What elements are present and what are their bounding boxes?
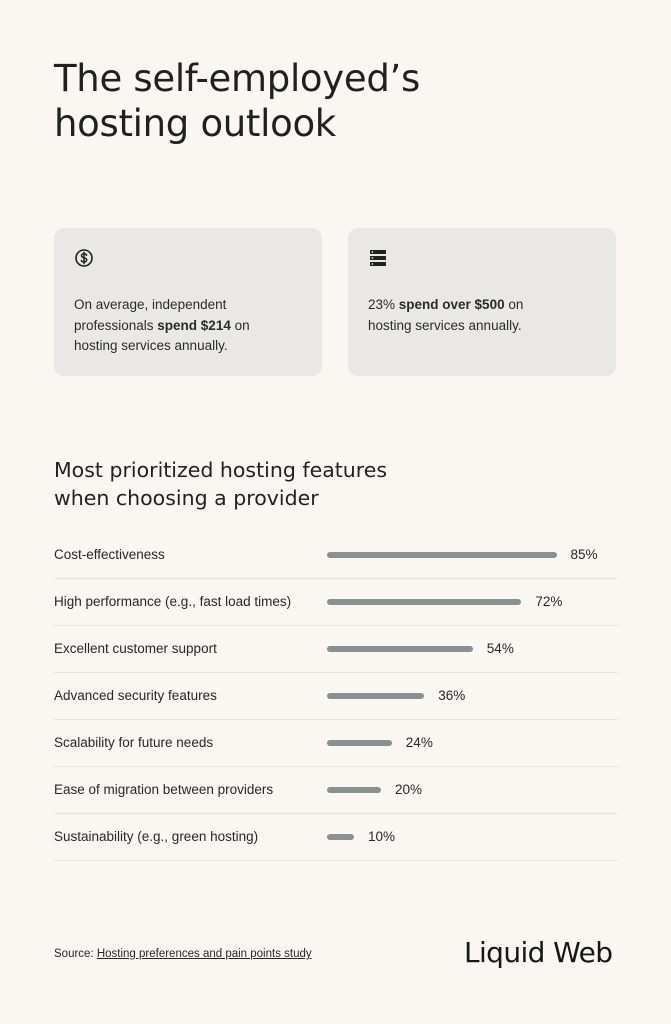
stat-text-before: 23% bbox=[368, 297, 399, 312]
source-note: Source: Hosting preferences and pain poi… bbox=[54, 948, 312, 960]
page-title-line-2: hosting outlook bbox=[54, 102, 336, 145]
value-label: 36% bbox=[438, 688, 466, 703]
chart-title-line-1: Most prioritized hosting features bbox=[54, 458, 388, 482]
page-title: The self-employed’s hosting outlook bbox=[54, 56, 474, 146]
chart-title-line-2: when choosing a provider bbox=[54, 486, 319, 510]
bar-chart: Cost-effectiveness 85% High performance (e… bbox=[54, 532, 617, 861]
source-prefix: Source: bbox=[54, 948, 97, 960]
category-label: Advanced security features bbox=[54, 688, 217, 703]
category-label: Cost-effectiveness bbox=[54, 547, 165, 562]
stat-text-after: on hosting services annually. bbox=[368, 297, 524, 333]
bar bbox=[327, 740, 392, 746]
value-label: 10% bbox=[368, 829, 396, 844]
category-label: Scalability for future needs bbox=[54, 735, 214, 750]
bar bbox=[327, 834, 354, 840]
source-link[interactable]: Hosting preferences and pain points stud… bbox=[96, 948, 312, 960]
stat-text-bold: spend over $500 bbox=[398, 297, 505, 312]
stat-text-bold: spend $214 bbox=[157, 317, 231, 333]
chart-row: High performance (e.g., fast load times)… bbox=[54, 579, 617, 626]
value-label: 54% bbox=[486, 641, 514, 656]
server-icon bbox=[370, 250, 386, 266]
page-title-line-1: The self-employed’s bbox=[54, 57, 420, 100]
chart-row: Cost-effectiveness 85% bbox=[54, 532, 617, 579]
value-label: 24% bbox=[405, 735, 433, 750]
chart-row: Ease of migration between providers 20% bbox=[54, 767, 617, 814]
value-label: 85% bbox=[570, 547, 598, 562]
bar bbox=[327, 599, 522, 605]
value-label: 72% bbox=[535, 594, 563, 609]
bar bbox=[327, 552, 557, 558]
chart-row: Excellent customer support 54% bbox=[54, 626, 617, 673]
stat-text-before: On average, independent professionals bbox=[74, 297, 227, 333]
bar bbox=[327, 693, 425, 699]
dollar-circle-icon bbox=[75, 249, 93, 267]
bar bbox=[327, 787, 381, 793]
category-label: Ease of migration between providers bbox=[54, 782, 274, 797]
chart-row: Scalability for future needs 24% bbox=[54, 720, 617, 767]
chart-row: Sustainability (e.g., green hosting) 10% bbox=[54, 814, 617, 861]
stat-card-average-spend: On average, independent professionals sp… bbox=[54, 228, 322, 376]
stat-text-after: on hosting services annually. bbox=[74, 317, 250, 354]
stat-card-over-500: 23% spend over $500 on hosting services … bbox=[348, 228, 616, 376]
category-label: Excellent customer support bbox=[54, 641, 217, 656]
liquid-web-logo: Liquid Web bbox=[464, 936, 613, 969]
bar bbox=[327, 646, 473, 652]
chart-title: Most prioritized hosting features when c… bbox=[54, 456, 454, 512]
category-label: Sustainability (e.g., green hosting) bbox=[54, 829, 259, 844]
value-label: 20% bbox=[395, 782, 423, 797]
stat-card-text: 23% spend over $500 on hosting services … bbox=[368, 295, 568, 336]
stat-card-text: On average, independent professionals sp… bbox=[74, 295, 284, 357]
category-label: High performance (e.g., fast load times) bbox=[54, 594, 292, 609]
chart-row: Advanced security features 36% bbox=[54, 673, 617, 720]
